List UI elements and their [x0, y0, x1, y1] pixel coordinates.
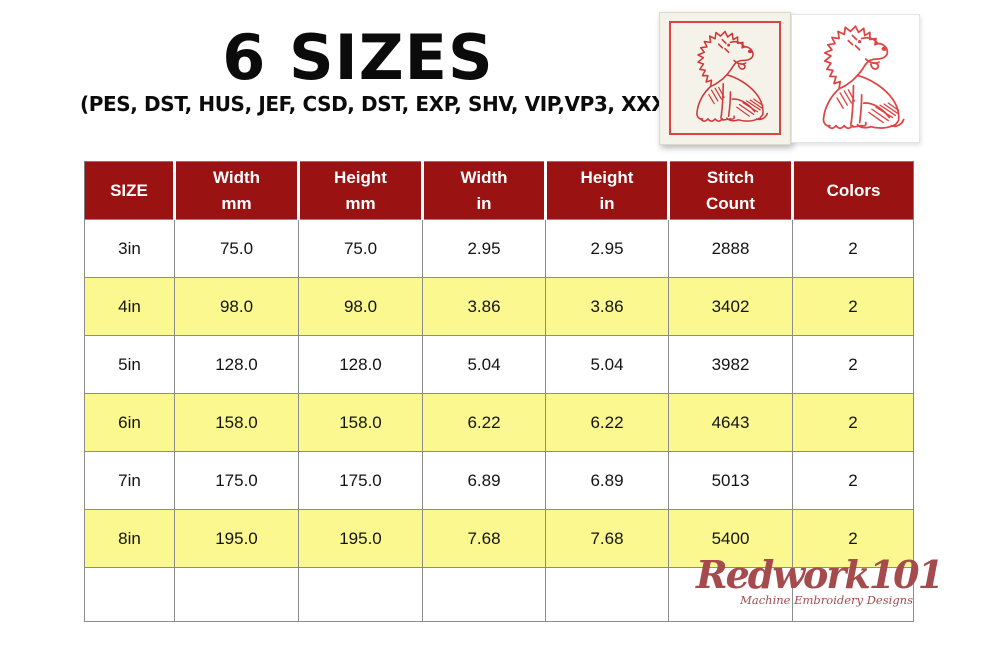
cell-height-in: 3.86: [545, 277, 669, 336]
cell-stitch-count: 2888: [668, 219, 793, 278]
cell-stitch-count: 3982: [668, 335, 793, 394]
cell-width-mm: 158.0: [174, 393, 299, 452]
table-header-row: SIZE Width mm Height mm Width in Height in S…: [84, 161, 914, 220]
cell-colors: 2: [792, 393, 914, 452]
brand-name: Redwork101: [696, 552, 944, 597]
cell-height-mm: 195.0: [298, 509, 423, 568]
header-size: SIZE: [84, 161, 175, 220]
cell-width-mm: 195.0: [174, 509, 299, 568]
cell-height-in: 6.89: [545, 451, 669, 510]
cell-colors: 2: [792, 451, 914, 510]
cell-colors: [792, 567, 914, 622]
table-row: 3in 75.0 75.0 2.95 2.95 2888 2: [84, 219, 914, 278]
cell-height-in: 5.04: [545, 335, 669, 394]
cell-size: 6in: [84, 393, 175, 452]
brand-tagline: Machine Embroidery Designs: [740, 593, 913, 607]
cell-width-mm: 175.0: [174, 451, 299, 510]
dog-embroidery-stitchout-image: [659, 12, 791, 145]
dog-redwork-icon: [696, 30, 769, 122]
sizes-table-container: SIZE Width mm Height mm Width in Height in S…: [84, 161, 914, 622]
cell-size: 3in: [84, 219, 175, 278]
cell-width-in: 7.68: [422, 509, 546, 568]
cell-height-mm: 158.0: [298, 393, 423, 452]
cell-width-in: 3.86: [422, 277, 546, 336]
cell-width-in: 5.04: [422, 335, 546, 394]
cell-height-mm: 75.0: [298, 219, 423, 278]
cell-size: 8in: [84, 509, 175, 568]
cell-height-in: 2.95: [545, 219, 669, 278]
cell-width-mm: 75.0: [174, 219, 299, 278]
header-height-mm: Height mm: [297, 161, 423, 220]
title-block: 6 SIZES (PES, DST, HUS, JEF, CSD, DST, E…: [80, 21, 675, 117]
sizes-table: SIZE Width mm Height mm Width in Height in S…: [84, 161, 914, 622]
table-row: 7in 175.0 175.0 6.89 6.89 5013 2: [84, 451, 914, 510]
file-formats-subtitle: (PES, DST, HUS, JEF, CSD, DST, EXP, SHV,…: [80, 92, 675, 117]
cell-width-in: [422, 567, 546, 622]
cell-height-in: 6.22: [545, 393, 669, 452]
cell-width-in: 6.22: [422, 393, 546, 452]
header-width-mm: Width mm: [173, 161, 299, 220]
cell-size: [84, 567, 175, 622]
cell-width-in: 6.89: [422, 451, 546, 510]
header-height-in: Height in: [544, 161, 669, 220]
dog-redwork-icon: [822, 25, 905, 130]
cell-size: 4in: [84, 277, 175, 336]
table-row: 4in 98.0 98.0 3.86 3.86 3402 2: [84, 277, 914, 336]
header-colors: Colors: [791, 161, 914, 220]
dog-embroidery-design-image: [791, 14, 920, 143]
table-row-empty: [84, 567, 914, 622]
table-row: 8in 195.0 195.0 7.68 7.68 5400 2: [84, 509, 914, 568]
cell-width-mm: 128.0: [174, 335, 299, 394]
cell-width-mm: [174, 567, 299, 622]
cell-stitch-count: [668, 567, 793, 622]
cell-width-mm: 98.0: [174, 277, 299, 336]
brand-logo: Redwork101 Machine Embroidery Designs: [696, 552, 944, 608]
cell-height-mm: 128.0: [298, 335, 423, 394]
header-stitch-count: Stitch Count: [667, 161, 793, 220]
cell-stitch-count: 5400: [668, 509, 793, 568]
cell-colors: 2: [792, 219, 914, 278]
header-width-in: Width in: [421, 161, 546, 220]
table-row: 6in 158.0 158.0 6.22 6.22 4643 2: [84, 393, 914, 452]
cell-stitch-count: 3402: [668, 277, 793, 336]
cell-height-mm: 175.0: [298, 451, 423, 510]
cell-height-in: 7.68: [545, 509, 669, 568]
cell-colors: 2: [792, 277, 914, 336]
cell-colors: 2: [792, 335, 914, 394]
cell-width-in: 2.95: [422, 219, 546, 278]
page-title: 6 SIZES: [222, 21, 494, 94]
stitched-border-frame: [669, 21, 781, 135]
cell-stitch-count: 4643: [668, 393, 793, 452]
table-row: 5in 128.0 128.0 5.04 5.04 3982 2: [84, 335, 914, 394]
cell-height-mm: 98.0: [298, 277, 423, 336]
cell-height-mm: [298, 567, 423, 622]
cell-size: 7in: [84, 451, 175, 510]
cell-height-in: [545, 567, 669, 622]
cell-size: 5in: [84, 335, 175, 394]
cell-colors: 2: [792, 509, 914, 568]
cell-stitch-count: 5013: [668, 451, 793, 510]
